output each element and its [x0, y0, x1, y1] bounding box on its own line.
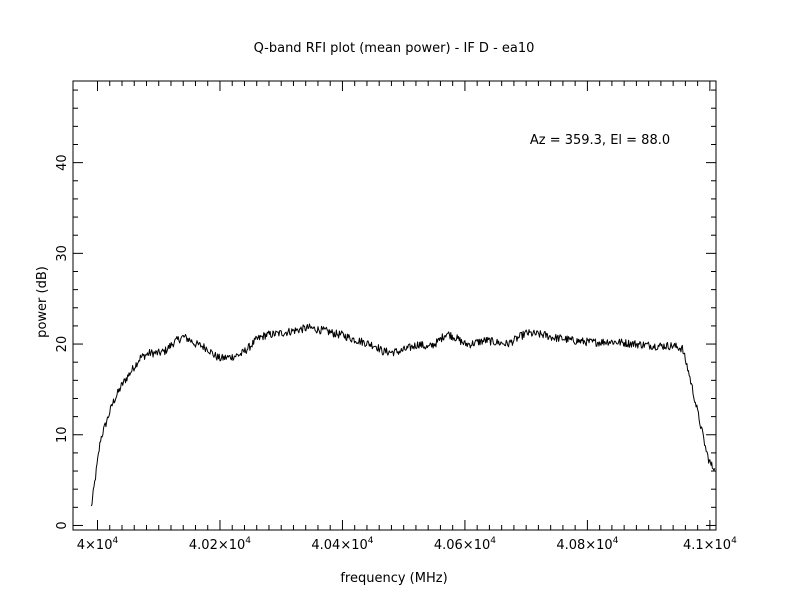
- y-tick-label: 40: [55, 154, 70, 171]
- y-tick-label: 30: [55, 245, 70, 262]
- chart-title: Q-band RFI plot (mean power) - IF D - ea…: [254, 41, 535, 56]
- series-group: [90, 323, 716, 507]
- x-axis-label: frequency (MHz): [340, 571, 447, 586]
- y-axis-label: power (dB): [35, 266, 50, 338]
- y-tick-label: 10: [55, 426, 70, 443]
- chart-annotation: Az = 359.3, El = 88.0: [530, 133, 670, 148]
- axis-ticks: 4×104 4.02×104 4.04×104 4.06×104 4.08×104 4.1…: [55, 81, 737, 553]
- x-tick-label: 4.08×104: [556, 536, 618, 553]
- x-tick-label: 4.1×104: [683, 536, 737, 553]
- x-tick-label: 4.02×104: [189, 536, 251, 553]
- y-tick-label: 0: [55, 521, 70, 529]
- series-line-0: [90, 323, 716, 507]
- x-tick-label: 4.04×104: [311, 536, 373, 553]
- y-tick-label: 20: [55, 336, 70, 353]
- x-tick-label: 4.06×104: [434, 536, 496, 553]
- x-tick-label: 4×104: [77, 536, 119, 553]
- plot-frame: [72, 80, 717, 531]
